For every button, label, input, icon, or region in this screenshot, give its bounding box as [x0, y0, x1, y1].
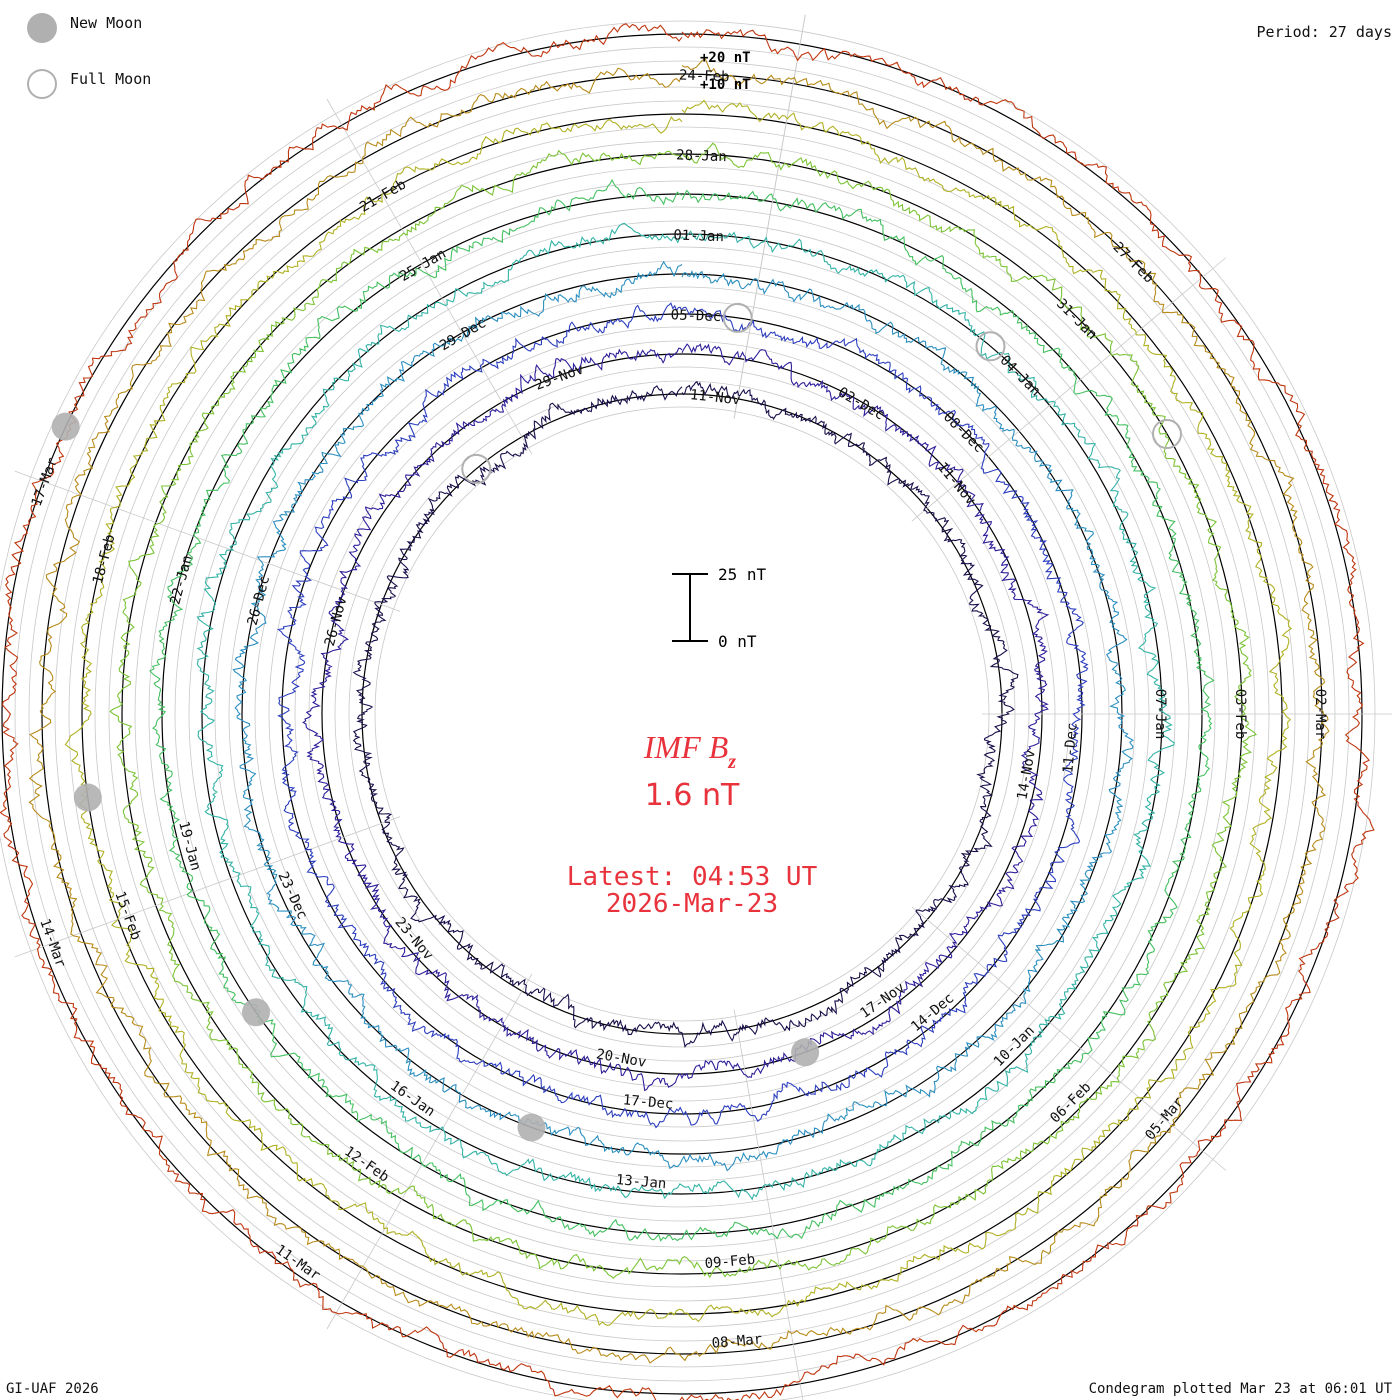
new-moon-label: New Moon: [70, 14, 142, 32]
full-moon-label: Full Moon: [70, 70, 151, 88]
scale-bar: 25 nT 0 nT: [672, 565, 767, 651]
radial-spoke: [911, 257, 1227, 522]
date-label: 13-Jan: [615, 1172, 667, 1192]
chart-title: IMF Bz: [643, 729, 736, 773]
radial-spoke: [14, 470, 401, 612]
period-label: Period: 27 days: [1257, 23, 1392, 41]
date-label: 08-Mar: [711, 1331, 763, 1351]
date-label: 07-Jan: [1152, 689, 1168, 740]
new-moon-marker: [242, 998, 270, 1027]
grid-ring: [374, 406, 990, 1022]
new-moon-icon: [27, 13, 57, 43]
rotation-trace-0: [352, 380, 1019, 1048]
credit-label: GI-UAF 2026: [6, 1381, 99, 1397]
date-label: 29-Dec: [437, 315, 489, 354]
grid-ring: [348, 380, 1016, 1048]
latest-time: Latest: 04:53 UT: [567, 862, 818, 892]
new-moon-marker: [791, 1038, 820, 1067]
date-label: 25-Jan: [397, 246, 449, 285]
latest-date: 2026-Mar-23: [606, 889, 778, 919]
new-moon-marker: [51, 412, 80, 441]
date-label: 17-Mar: [29, 456, 61, 509]
grid-ring: [294, 326, 1070, 1102]
moon-markers: [51, 302, 1182, 1142]
rotation-series: [0, 23, 1375, 1400]
rotation-trace-3: [232, 260, 1134, 1172]
ring-scale-10: +10 nT: [700, 77, 751, 93]
rotation-trace-1: [302, 343, 1050, 1092]
full-moon-marker: [722, 302, 753, 333]
new-moon-marker: [73, 783, 102, 812]
radial-spoke: [911, 906, 1227, 1171]
radial-spoke: [733, 1009, 804, 1400]
scale-bar-top-label: 25 nT: [718, 565, 767, 584]
current-value: 1.6 nT: [645, 778, 740, 813]
date-label: 02-Mar: [1312, 689, 1328, 740]
date-label: 21-Feb: [357, 177, 409, 216]
rotation-trace-9: [0, 23, 1375, 1400]
radial-spoke: [733, 14, 806, 419]
zero-ring: [361, 393, 1003, 1035]
date-label: 08-Dec: [940, 409, 987, 456]
date-label: 03-Feb: [1232, 689, 1248, 740]
grid-ring: [254, 286, 1110, 1142]
scale-bar-bottom-label: 0 nT: [718, 632, 757, 651]
new-moon-marker: [517, 1113, 546, 1142]
date-label: 02-Dec: [835, 384, 887, 423]
full-moon-icon: [27, 69, 57, 99]
date-label: 01-Jan: [673, 227, 724, 245]
date-label: 05-Dec: [670, 307, 721, 325]
radial-spokes: [14, 14, 1392, 1400]
grid-ring: [334, 366, 1030, 1062]
full-moon-marker: [975, 331, 1006, 362]
ring-scale-20: +20 nT: [700, 50, 751, 66]
rotation-trace-7: [64, 99, 1293, 1327]
full-moon-marker: [461, 453, 492, 484]
grid-ring: [268, 300, 1096, 1128]
plotted-label: Condegram plotted Mar 23 at 06:01 UT: [1089, 1381, 1393, 1397]
date-label: 31-Jan: [1053, 296, 1100, 343]
date-tick-labels: 11-Nov11-Nov14-Nov17-Nov20-Nov23-Nov26-N…: [29, 68, 1328, 1352]
date-label: 20-Nov: [595, 1046, 648, 1071]
date-label: 11-Dec: [1060, 722, 1080, 774]
date-label: 23-Dec: [274, 869, 310, 922]
grid-ring: [308, 340, 1056, 1088]
date-label: 29-Nov: [533, 361, 586, 393]
radial-spoke: [326, 98, 533, 455]
full-moon-marker: [1152, 419, 1182, 449]
rotation-trace-2: [277, 302, 1089, 1129]
date-label: 17-Dec: [622, 1092, 674, 1112]
date-label: 24-Feb: [679, 68, 730, 86]
date-label: 27-Feb: [1110, 239, 1157, 286]
radial-spoke: [14, 816, 401, 958]
date-label: 09-Feb: [704, 1252, 756, 1272]
date-label: 28-Jan: [676, 147, 727, 165]
rotation-trace-6: [109, 142, 1258, 1279]
date-label: 11-Nov: [689, 387, 741, 408]
radial-spoke: [326, 973, 533, 1330]
rotation-trace-4: [196, 222, 1175, 1201]
date-label: 04-Jan: [996, 352, 1043, 399]
rotation-trace-5: [149, 178, 1215, 1242]
rotation-trace-8: [28, 58, 1330, 1364]
